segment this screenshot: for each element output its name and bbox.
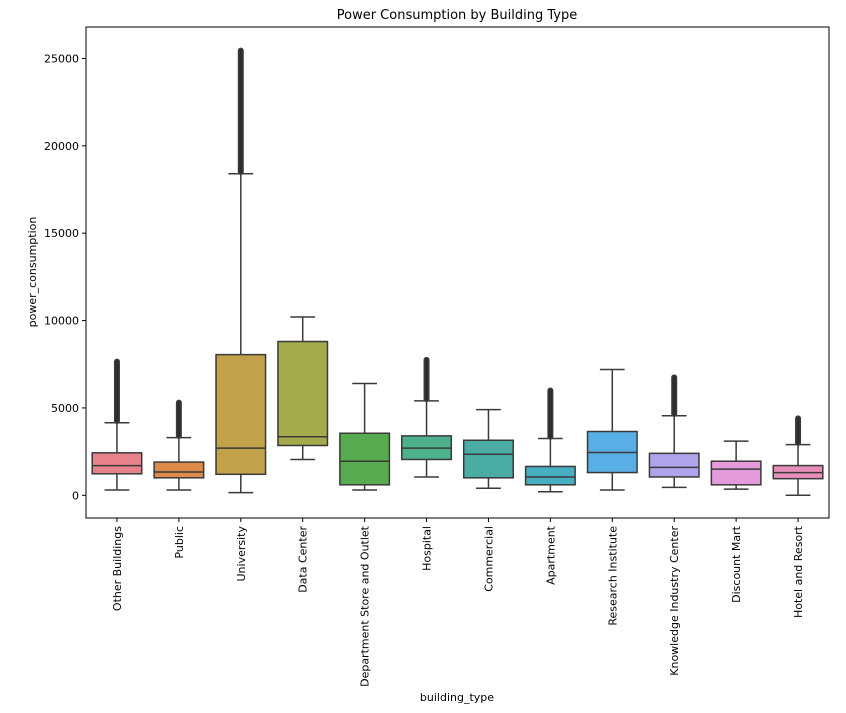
- box-group: [215, 47, 267, 494]
- y-tick-label: 0: [72, 489, 79, 502]
- x-tick-label: Public: [173, 526, 186, 559]
- box-group: [462, 408, 514, 490]
- x-tick-label: Hospital: [421, 526, 434, 571]
- box-series: [91, 47, 824, 497]
- box-iqr: [710, 460, 762, 486]
- x-tick-label: Commercial: [482, 526, 495, 592]
- x-axis-label: building_type: [420, 691, 494, 704]
- box-group: [91, 358, 143, 491]
- box-iqr: [153, 461, 205, 479]
- y-axis-label: power_consumption: [26, 217, 39, 328]
- y-axis: 0 5000 10000 15000 20000 25000: [44, 52, 86, 502]
- box-group: [339, 382, 391, 491]
- box-group: [586, 368, 638, 491]
- box-iqr: [91, 452, 143, 475]
- x-tick-label: Data Center: [297, 526, 310, 593]
- box-group: [401, 356, 453, 478]
- x-tick-label: Research Institute: [606, 526, 619, 626]
- box-group: [648, 374, 700, 489]
- y-tick-label: 5000: [51, 402, 79, 415]
- y-tick-label: 10000: [44, 315, 79, 328]
- x-tick-label: Discount Mart: [730, 525, 743, 603]
- x-tick-label: Hotel and Resort: [792, 525, 805, 618]
- x-tick-label: University: [235, 526, 248, 582]
- y-tick-label: 25000: [44, 52, 79, 65]
- x-tick-label: Other Buildings: [111, 526, 124, 611]
- box-iqr: [215, 353, 267, 476]
- box-group: [772, 415, 824, 497]
- box-iqr: [648, 452, 700, 478]
- box-group: [153, 399, 205, 491]
- y-tick-label: 20000: [44, 140, 79, 153]
- y-tick-label: 15000: [44, 227, 79, 240]
- chart-title: Power Consumption by Building Type: [337, 8, 577, 23]
- box-iqr: [524, 465, 576, 486]
- plot-area-frame: [85, 26, 830, 519]
- box-iqr: [339, 432, 391, 486]
- x-tick-label: Department Store and Outlet: [359, 525, 372, 687]
- box-iqr: [462, 439, 514, 479]
- box-iqr: [277, 340, 329, 447]
- x-tick-label: Apartment: [544, 525, 557, 585]
- x-tick-label: Knowledge Industry Center: [668, 526, 681, 676]
- box-group: [710, 440, 762, 490]
- x-axis: Other Buildings Public University Data Cent…: [111, 518, 805, 687]
- box-group: [277, 316, 329, 461]
- box-group: [524, 387, 576, 493]
